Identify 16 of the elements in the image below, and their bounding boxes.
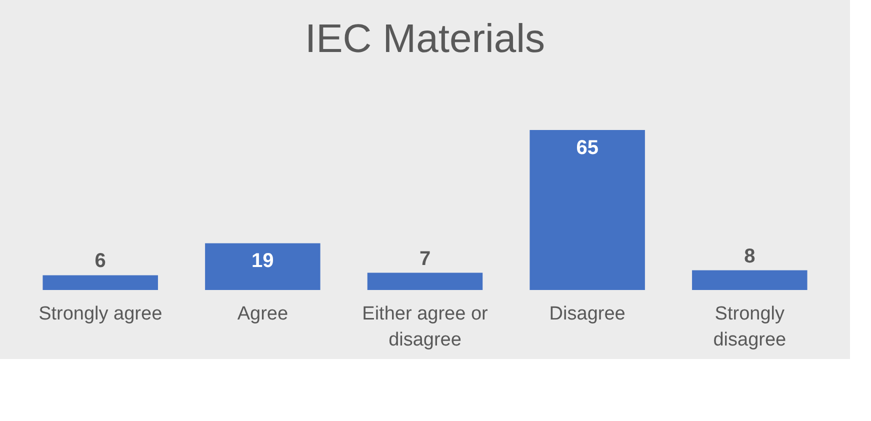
data-label: 7 [419, 248, 431, 270]
bar [530, 130, 645, 290]
x-tick-label: Strongly agree [38, 304, 162, 324]
x-tick-label: Either agree or disagree [362, 304, 489, 350]
bar [42, 275, 158, 290]
data-label: 19 [252, 250, 274, 272]
x-tick-label: Agree [237, 304, 288, 324]
data-label: 8 [744, 245, 756, 268]
bar [692, 270, 808, 290]
bar [205, 243, 320, 290]
chart-title: IEC Materials [304, 17, 546, 61]
data-label: 65 [576, 137, 598, 159]
bar [367, 272, 483, 290]
x-tick-label: Disagree [549, 304, 626, 324]
x-tick-label: Strongly disagree [713, 304, 786, 350]
data-label: 6 [94, 250, 106, 272]
